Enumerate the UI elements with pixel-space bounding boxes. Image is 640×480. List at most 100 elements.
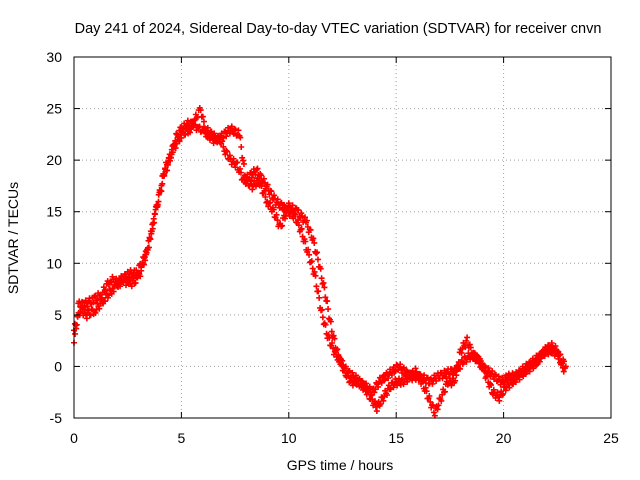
data-point xyxy=(335,351,342,358)
data-point xyxy=(365,388,372,395)
data-point xyxy=(422,384,429,391)
data-point xyxy=(314,249,321,256)
data-point xyxy=(178,134,185,141)
y-tick-label: 30 xyxy=(46,49,62,65)
data-point xyxy=(358,378,365,385)
x-axis-label: GPS time / hours xyxy=(287,457,394,473)
data-point xyxy=(84,303,91,310)
data-point xyxy=(452,377,459,384)
data-point xyxy=(241,172,248,179)
data-point xyxy=(533,362,540,369)
data-point xyxy=(453,368,460,375)
data-point xyxy=(453,362,460,369)
data-point xyxy=(267,199,274,206)
data-point xyxy=(258,172,265,179)
data-point xyxy=(200,118,207,125)
data-point xyxy=(92,309,99,316)
data-point xyxy=(434,406,441,413)
data-point xyxy=(295,206,302,213)
data-point xyxy=(334,346,341,353)
data-point xyxy=(383,391,390,398)
data-point xyxy=(319,280,326,287)
data-point xyxy=(204,124,211,131)
plot-frame xyxy=(73,56,612,419)
data-point xyxy=(281,215,288,222)
series-1 xyxy=(71,104,567,419)
data-point xyxy=(319,314,326,321)
data-point xyxy=(556,351,563,358)
data-point xyxy=(180,126,187,133)
data-point xyxy=(397,361,404,368)
data-point xyxy=(282,212,289,219)
data-point xyxy=(150,215,157,222)
data-points xyxy=(71,104,569,419)
data-point xyxy=(262,193,269,200)
data-point xyxy=(421,372,428,379)
data-point xyxy=(519,372,526,379)
data-point xyxy=(455,359,462,366)
data-point xyxy=(416,370,423,377)
data-point xyxy=(190,122,197,129)
data-point xyxy=(560,368,567,375)
data-point xyxy=(254,175,261,182)
data-point xyxy=(271,192,278,199)
data-point xyxy=(466,341,473,348)
data-point xyxy=(155,198,162,205)
data-point xyxy=(484,372,491,379)
data-point xyxy=(166,157,173,164)
data-point xyxy=(324,298,331,305)
data-point xyxy=(464,334,471,341)
data-point xyxy=(385,375,392,382)
data-point xyxy=(404,378,411,385)
data-point xyxy=(285,200,292,207)
data-point xyxy=(145,244,152,251)
data-point xyxy=(264,181,271,188)
data-point xyxy=(98,294,105,301)
data-point xyxy=(353,372,360,379)
chart-title: Day 241 of 2024, Sidereal Day-to-day VTE… xyxy=(75,21,602,37)
data-point xyxy=(427,398,434,405)
data-point xyxy=(435,402,442,409)
data-point xyxy=(279,222,286,229)
data-point xyxy=(132,279,139,286)
data-point xyxy=(240,160,247,167)
data-point xyxy=(310,235,317,242)
data-point xyxy=(331,335,338,342)
data-point xyxy=(477,358,484,365)
data-point xyxy=(186,129,193,136)
data-point xyxy=(159,180,166,187)
data-point xyxy=(240,157,247,164)
data-point xyxy=(197,107,204,114)
data-point xyxy=(311,239,318,246)
data-point xyxy=(312,272,319,279)
data-point xyxy=(454,363,461,370)
data-point xyxy=(295,222,302,229)
data-point xyxy=(375,383,382,390)
y-tick-label: 5 xyxy=(54,307,62,323)
data-point xyxy=(302,214,309,221)
data-point xyxy=(316,294,323,301)
data-point xyxy=(110,288,117,295)
data-point xyxy=(223,147,230,154)
data-point xyxy=(313,283,320,290)
data-point xyxy=(526,368,533,375)
data-point xyxy=(327,318,334,325)
data-point xyxy=(483,373,490,380)
data-point xyxy=(152,206,159,213)
data-point xyxy=(83,315,90,322)
data-point xyxy=(257,179,264,186)
data-point xyxy=(266,191,273,198)
data-point xyxy=(291,210,298,217)
data-point xyxy=(562,363,569,370)
data-point xyxy=(93,306,100,313)
data-point xyxy=(274,217,281,224)
data-point xyxy=(119,278,126,285)
data-point xyxy=(506,384,513,391)
data-point xyxy=(429,380,436,387)
data-point xyxy=(540,352,547,359)
data-point xyxy=(223,133,230,140)
data-point xyxy=(102,298,109,305)
data-point xyxy=(149,225,156,232)
data-point xyxy=(305,246,312,253)
